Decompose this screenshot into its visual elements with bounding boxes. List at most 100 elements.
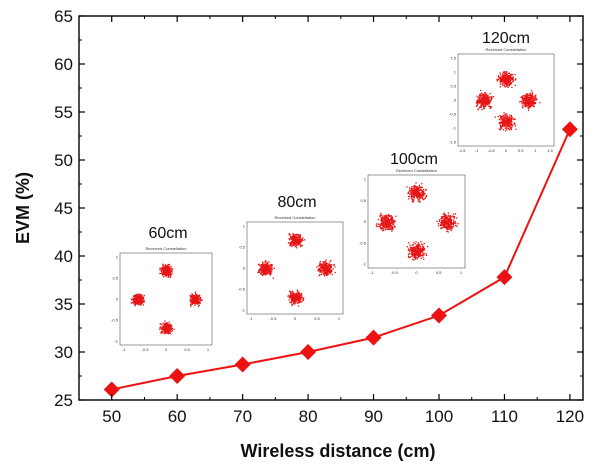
x-tick-label: 60 xyxy=(168,407,187,426)
inset-x-tick: 0 xyxy=(415,270,418,275)
data-point-120 xyxy=(561,121,578,138)
y-tick-label: 50 xyxy=(54,151,73,170)
x-tick-label: 90 xyxy=(364,407,383,426)
constellation-point-1 xyxy=(406,182,428,203)
inset-x-tick: 0.5 xyxy=(314,316,320,321)
inset-x-tick: 1.5 xyxy=(547,148,553,153)
inset-y-tick: -1 xyxy=(362,262,366,267)
inset-y-tick: 0.5 xyxy=(112,276,118,281)
inset-y-tick: -1 xyxy=(241,308,245,313)
inset-x-tick: -1 xyxy=(475,148,479,153)
inset-y-tick: 0 xyxy=(454,98,457,103)
constellation-point-1 xyxy=(496,70,517,89)
inset-y-tick: -0.5 xyxy=(359,240,367,245)
constellation-point-2 xyxy=(257,260,275,279)
x-tick-label: 70 xyxy=(233,407,252,426)
inset-panel-title: Received Constellation xyxy=(486,47,527,52)
constellation-point-2 xyxy=(375,212,397,232)
y-tick-label: 35 xyxy=(54,295,73,314)
inset-y-tick: 1 xyxy=(116,255,119,260)
constellation-insets: Received Constellation 60cm -1 -0.5 0 0.5 1 1 0.… xyxy=(111,30,555,352)
constellation-point-1 xyxy=(287,232,306,249)
constellation-point-3 xyxy=(519,90,541,112)
inset-y-tick: 0 xyxy=(116,297,119,302)
x-tick-label: 50 xyxy=(102,407,121,426)
y-tick-label: 45 xyxy=(54,199,73,218)
data-point-60 xyxy=(169,368,186,384)
inset-x-tick: -0.5 xyxy=(270,316,278,321)
inset-label-80cm: 80cm xyxy=(277,194,316,211)
inset-x-tick: -1 xyxy=(249,316,253,321)
inset-y-tick: 1.5 xyxy=(450,56,456,61)
inset-y-tick: 1 xyxy=(454,70,457,75)
constellation-point-4 xyxy=(159,320,175,335)
data-point-110 xyxy=(496,269,513,286)
constellation-inset-60cm: Received Constellation 60cm -1 -0.5 0 0.5 1 1 0.… xyxy=(111,225,213,352)
inset-y-tick: 0 xyxy=(243,266,246,271)
inset-panel-title: Received Constellation xyxy=(396,168,437,173)
constellation-point-4 xyxy=(494,112,517,132)
data-point-90 xyxy=(365,329,382,346)
data-point-100 xyxy=(431,307,447,324)
inset-x-tick: 0.5 xyxy=(436,270,442,275)
inset-y-tick: 0 xyxy=(364,219,367,224)
inset-panel-title: Received Constellation xyxy=(275,215,316,220)
inset-x-tick: -1 xyxy=(122,347,126,352)
inset-x-tick: 1 xyxy=(460,270,463,275)
x-tick-label: 120 xyxy=(556,407,584,426)
inset-x-tick: -0.5 xyxy=(488,148,496,153)
inset-x-tick: 1 xyxy=(534,148,537,153)
x-axis-title: Wireless distance (cm) xyxy=(241,441,436,461)
inset-y-tick: 0.5 xyxy=(239,245,245,250)
constellation-point-4 xyxy=(287,289,305,307)
inset-frame xyxy=(457,53,555,147)
inset-x-tick: 0 xyxy=(165,347,168,352)
inset-x-tick: -1.5 xyxy=(459,148,467,153)
y-tick-label: 30 xyxy=(54,343,73,362)
inset-x-tick: 1 xyxy=(338,316,341,321)
data-point-70 xyxy=(234,356,251,373)
inset-y-tick: -1 xyxy=(114,339,118,344)
constellation-point-3 xyxy=(189,291,203,308)
inset-x-tick: -0.5 xyxy=(391,270,399,275)
inset-x-tick: 0 xyxy=(294,316,297,321)
constellation-point-1 xyxy=(159,263,174,279)
x-tick-label: 100 xyxy=(425,407,453,426)
inset-panel-title: Received Constellation xyxy=(146,246,187,251)
constellation-point-4 xyxy=(406,241,429,261)
inset-label-60cm: 60cm xyxy=(148,225,187,242)
x-tick-label: 110 xyxy=(491,407,518,426)
series-layer xyxy=(103,121,578,398)
constellation-point-3 xyxy=(436,212,459,233)
inset-x-tick: 0.5 xyxy=(518,148,524,153)
inset-x-tick: 1 xyxy=(207,347,210,352)
y-tick-label: 60 xyxy=(54,55,73,74)
inset-label-100cm: 100cm xyxy=(390,151,438,168)
inset-y-tick: -0.5 xyxy=(449,112,457,117)
inset-y-tick: -1.5 xyxy=(449,140,457,145)
evm-line xyxy=(111,128,571,391)
inset-x-tick: -0.5 xyxy=(142,347,150,352)
constellation-point-3 xyxy=(316,259,337,277)
inset-x-tick: 0.5 xyxy=(184,347,190,352)
inset-y-tick: 1 xyxy=(243,224,246,229)
y-axis-title: EVM (%) xyxy=(13,172,33,244)
inset-y-tick: -0.5 xyxy=(238,287,246,292)
data-point-80 xyxy=(300,344,317,360)
inset-y-tick: 0.5 xyxy=(450,84,456,89)
inset-x-tick: 0 xyxy=(505,148,508,153)
inset-label-120cm: 120cm xyxy=(482,30,530,47)
y-tick-label: 40 xyxy=(54,247,73,266)
y-tick-label: 55 xyxy=(54,103,73,122)
y-tick-label: 65 xyxy=(54,7,73,26)
inset-y-tick: 1 xyxy=(364,177,367,182)
data-point-50 xyxy=(103,381,120,398)
inset-x-tick: -1 xyxy=(370,270,374,275)
y-tick-label: 25 xyxy=(54,391,73,410)
x-tick-label: 80 xyxy=(299,407,318,426)
inset-y-tick: -0.5 xyxy=(111,318,119,323)
constellation-point-2 xyxy=(475,89,495,111)
